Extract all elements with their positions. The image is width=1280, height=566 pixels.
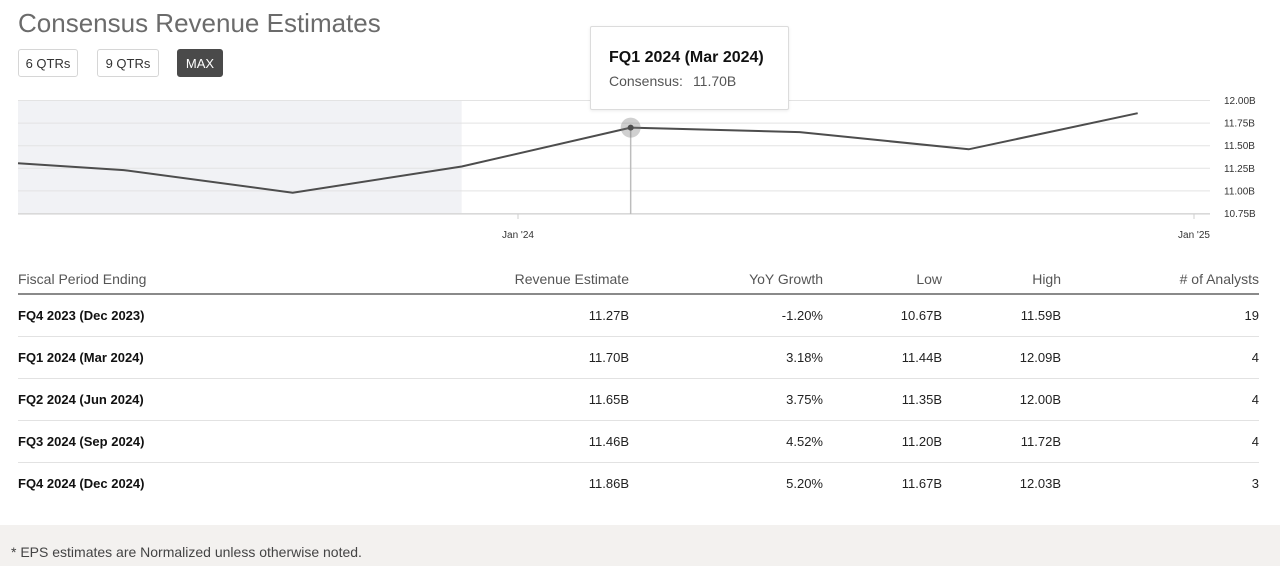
table-row: FQ3 2024 (Sep 2024) 11.46B 4.52% 11.20B … xyxy=(18,420,1259,463)
y-tick-label: 11.75B xyxy=(1224,119,1255,130)
cell-low: 11.67B xyxy=(901,476,942,491)
highlighted-point[interactable] xyxy=(627,124,634,131)
cell-analysts: 4 xyxy=(1061,420,1259,463)
range-6-qtrs-button[interactable]: 6 QTRs xyxy=(18,49,78,77)
cell-high: 12.03B xyxy=(1019,476,1061,491)
cell-analysts: 19 xyxy=(1061,294,1259,337)
historical-shade xyxy=(18,100,462,214)
cell-low: 11.35B xyxy=(823,378,942,421)
cell-high: 11.72B xyxy=(942,420,1061,463)
cell-yoy: 4.52% xyxy=(629,420,823,463)
data-point[interactable] xyxy=(1133,108,1143,118)
table-header-row: Fiscal Period Ending Revenue Estimate Yo… xyxy=(18,264,1259,295)
header-analysts[interactable]: # of Analysts xyxy=(1061,264,1259,295)
y-tick-label: 12.00B xyxy=(1224,96,1256,107)
table-row: FQ4 2024 (Dec 2024) 11.86B 5.20% 11.67B … xyxy=(18,463,1259,505)
cell-period: FQ3 2024 (Sep 2024) xyxy=(18,420,318,463)
cell-high: 12.00B xyxy=(942,378,1061,421)
range-9-qtrs-button[interactable]: 9 QTRs xyxy=(97,49,159,77)
revenue-line-chart[interactable]: 12.00B 11.75B 11.50B 11.25B 11.00B 10.75B Jan … xyxy=(0,90,1280,250)
range-max-button[interactable]: MAX xyxy=(177,49,223,77)
cell-low: 11.20B xyxy=(823,420,942,463)
tooltip-label: Consensus: xyxy=(609,73,683,89)
y-tick-label: 10.75B xyxy=(1224,209,1256,220)
estimates-table: Fiscal Period Ending Revenue Estimate Yo… xyxy=(18,264,1259,504)
cell-revenue: 11.46B xyxy=(318,420,629,463)
cell-analysts: 3 xyxy=(1251,476,1259,491)
cell-yoy: 3.18% xyxy=(629,336,823,379)
header-fiscal-period[interactable]: Fiscal Period Ending xyxy=(18,264,318,295)
table-row: FQ4 2023 (Dec 2023) 11.27B -1.20% 10.67B… xyxy=(18,294,1259,337)
footer-note-text: * EPS estimates are Normalized unless ot… xyxy=(11,544,362,560)
cell-low: 11.44B xyxy=(823,336,942,379)
tooltip-title: FQ1 2024 (Mar 2024) xyxy=(609,49,764,66)
revenue-series-line xyxy=(17,112,1138,194)
cell-period: FQ2 2024 (Jun 2024) xyxy=(18,378,318,421)
cell-yoy: 5.20% xyxy=(786,476,823,491)
header-yoy-growth[interactable]: YoY Growth xyxy=(629,264,823,295)
cell-yoy: -1.20% xyxy=(629,294,823,337)
cell-low: 10.67B xyxy=(823,294,942,337)
cell-high: 12.09B xyxy=(942,336,1061,379)
data-point[interactable] xyxy=(795,127,805,137)
cell-yoy: 3.75% xyxy=(629,378,823,421)
cell-analysts: 4 xyxy=(1061,336,1259,379)
header-revenue-estimate[interactable]: Revenue Estimate xyxy=(318,264,629,295)
data-point[interactable] xyxy=(964,144,974,154)
chart-tooltip: FQ1 2024 (Mar 2024) Consensus: 11.70B xyxy=(590,26,789,110)
header-high[interactable]: High xyxy=(942,264,1061,295)
table-row: FQ1 2024 (Mar 2024) 11.70B 3.18% 11.44B … xyxy=(18,336,1259,379)
cell-revenue: 11.86B xyxy=(588,476,629,491)
x-tick-label: Jan '24 xyxy=(502,230,534,241)
tooltip-value: 11.70B xyxy=(692,73,737,89)
x-tick-label: Jan '25 xyxy=(1178,230,1210,241)
header-low[interactable]: Low xyxy=(823,264,942,295)
page-title: Consensus Revenue Estimates xyxy=(18,8,381,38)
y-tick-label: 11.25B xyxy=(1224,164,1255,175)
cell-period: FQ1 2024 (Mar 2024) xyxy=(18,336,318,379)
data-point[interactable] xyxy=(457,161,467,171)
cell-period: FQ4 2023 (Dec 2023) xyxy=(18,294,318,337)
cell-revenue: 11.70B xyxy=(318,336,629,379)
data-point[interactable] xyxy=(288,188,298,198)
footer-note: * EPS estimates are Normalized unless ot… xyxy=(0,525,1280,566)
cell-high: 11.59B xyxy=(942,294,1061,337)
cell-period: FQ4 2024 (Dec 2024) xyxy=(18,476,145,491)
cell-revenue: 11.65B xyxy=(318,378,629,421)
tooltip-row: Consensus: 11.70B xyxy=(609,73,736,89)
data-point[interactable] xyxy=(119,165,129,175)
cell-analysts: 4 xyxy=(1061,378,1259,421)
y-tick-label: 11.00B xyxy=(1224,186,1255,197)
y-tick-label: 11.50B xyxy=(1224,141,1255,152)
table-row: FQ2 2024 (Jun 2024) 11.65B 3.75% 11.35B … xyxy=(18,378,1259,421)
cell-revenue: 11.27B xyxy=(318,294,629,337)
